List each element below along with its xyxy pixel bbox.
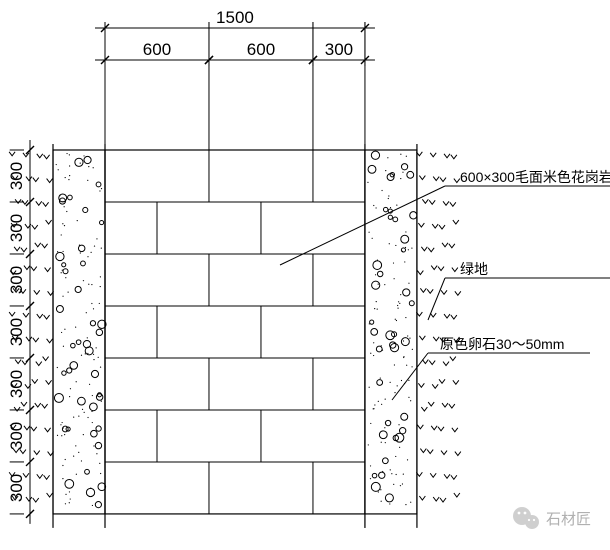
dim-left-2: 300 [7,266,26,294]
label-green-text: 绿地 [460,261,488,277]
label-cobble-text: 原色卵石30～50mm [440,336,564,352]
dim-left-6: 300 [7,474,26,502]
dim-left-3: 300 [7,318,26,346]
watermark-text: 石材匠 [546,511,591,528]
dim-top-overall-text: 1500 [216,8,254,27]
canvas-bg [0,0,610,550]
label-granite-text: 600×300毛面米色花岗岩 [460,169,610,185]
dim-top-seg-0-text: 600 [143,40,171,59]
dim-left-5: 300 [7,422,26,450]
dim-top-seg-1-text: 600 [247,40,275,59]
dim-left-1: 300 [7,214,26,242]
dim-left-0: 300 [7,162,26,190]
dim-left-4: 300 [7,370,26,398]
dim-top-seg-2-text: 300 [325,40,353,59]
